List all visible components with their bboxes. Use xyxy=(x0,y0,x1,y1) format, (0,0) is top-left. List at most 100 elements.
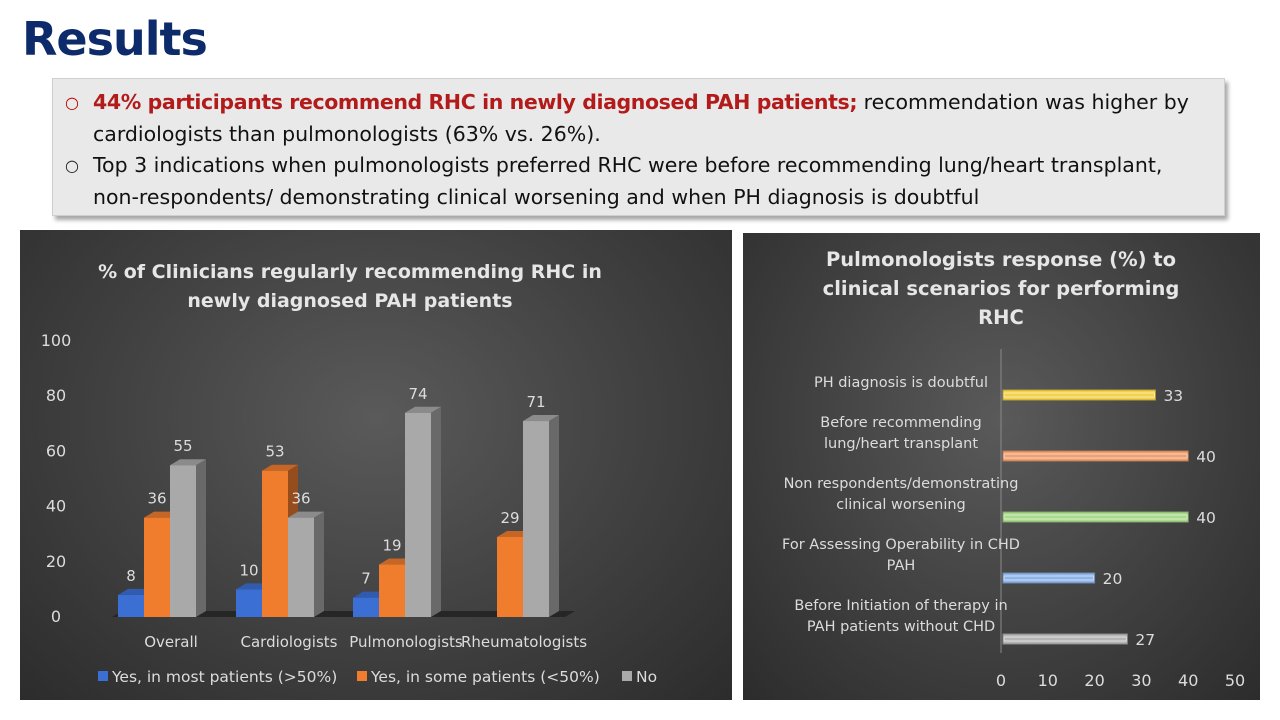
chart-title: RHC xyxy=(978,306,1024,329)
bar-top xyxy=(288,511,324,518)
x-tick-label: Pulmonologists xyxy=(349,633,463,651)
bullet-body: recommendation was higher by cardiologis… xyxy=(93,90,1189,146)
category-label: For Assessing Operability in CHD xyxy=(782,537,1020,553)
y-tick-label: 60 xyxy=(46,441,66,460)
y-tick-label: 20 xyxy=(46,552,66,571)
bar-front xyxy=(118,594,144,617)
bar-top xyxy=(405,406,441,413)
bullet-item: ○ 44% participants recommend RHC in newl… xyxy=(65,87,1210,150)
pulmonologist-hbar-chart: Pulmonologists response (%) to clinical s… xyxy=(782,248,1245,690)
data-label: 53 xyxy=(265,443,284,461)
summary-box: ○ 44% participants recommend RHC in newl… xyxy=(52,78,1225,216)
category-label: Before recommending xyxy=(820,415,981,431)
chart-title: % of Clinicians regularly recommending R… xyxy=(98,261,602,283)
data-label: 36 xyxy=(147,490,166,508)
bar-front xyxy=(170,465,196,617)
x-tick-label: Rheumatologists xyxy=(461,633,587,651)
bar xyxy=(523,415,559,617)
category-label: PH diagnosis is doubtful xyxy=(814,375,988,391)
data-label: 29 xyxy=(500,509,519,527)
bar xyxy=(288,511,324,617)
data-label: 55 xyxy=(173,437,192,455)
bar xyxy=(1002,450,1189,462)
legend-swatch xyxy=(98,671,108,681)
data-label: 27 xyxy=(1135,631,1155,649)
bar-front xyxy=(379,564,405,617)
bullet-body: Top 3 indications when pulmonologists pr… xyxy=(93,153,1163,209)
bar-front xyxy=(236,589,262,617)
x-tick-label: 20 xyxy=(1084,671,1104,690)
bar-top xyxy=(262,464,298,471)
y-tick-label: 100 xyxy=(41,331,72,350)
chart-title: clinical scenarios for performing xyxy=(823,277,1180,300)
bar-inner xyxy=(1003,575,1095,581)
bar-front xyxy=(288,517,314,617)
pulmonologist-chart-panel: Pulmonologists response (%) to clinical s… xyxy=(743,233,1260,700)
y-tick-label: 0 xyxy=(51,607,61,626)
data-label: 36 xyxy=(291,490,310,508)
legend-label: No xyxy=(636,668,657,686)
y-tick-label: 40 xyxy=(46,497,66,516)
bar-inner xyxy=(1003,636,1127,642)
bar xyxy=(1002,389,1156,401)
category-label: lung/heart transplant xyxy=(824,436,978,452)
bullet-item: ○ Top 3 indications when pulmonologists … xyxy=(65,150,1210,213)
bar-top xyxy=(170,459,206,466)
category-label: clinical worsening xyxy=(836,497,966,513)
bar-front xyxy=(144,517,170,617)
data-label: 19 xyxy=(382,537,401,555)
bar-inner xyxy=(1003,453,1188,459)
bar-front xyxy=(262,470,288,617)
category-label: Before Initiation of therapy in xyxy=(794,598,1007,614)
clinician-bar-chart: % of Clinicians regularly recommending R… xyxy=(41,261,657,686)
bullet-text: 44% participants recommend RHC in newly … xyxy=(93,87,1210,150)
bar-side xyxy=(431,406,441,617)
data-label: 74 xyxy=(408,385,427,403)
x-tick-label: 50 xyxy=(1225,671,1245,690)
category-label: PAH patients without CHD xyxy=(807,619,995,635)
category-label: PAH xyxy=(887,558,916,574)
data-label: 20 xyxy=(1103,570,1123,588)
x-tick-label: Cardiologists xyxy=(241,633,338,651)
data-label: 7 xyxy=(361,570,371,588)
bar xyxy=(1002,572,1096,584)
bar-front xyxy=(353,597,379,617)
chart-floor xyxy=(112,611,575,617)
x-tick-label: 0 xyxy=(996,671,1006,690)
bar-front xyxy=(405,412,431,617)
bar xyxy=(1002,633,1128,645)
bar-side xyxy=(549,415,559,617)
circle-outline-icon: ○ xyxy=(65,156,79,175)
bar-front xyxy=(523,421,549,617)
bar xyxy=(405,406,441,617)
x-tick-label: 10 xyxy=(1038,671,1058,690)
data-label: 40 xyxy=(1196,448,1216,466)
chart-title: Pulmonologists response (%) to xyxy=(826,248,1176,271)
bar-top xyxy=(523,415,559,422)
x-tick-label: 40 xyxy=(1178,671,1198,690)
data-label: 33 xyxy=(1163,387,1183,405)
slide-title: Results xyxy=(22,12,208,66)
data-label: 10 xyxy=(239,561,258,579)
chart-title: newly diagnosed PAH patients xyxy=(187,290,512,312)
y-tick-label: 80 xyxy=(46,386,66,405)
bar-front xyxy=(497,536,523,617)
data-label: 8 xyxy=(126,567,136,585)
bar-side xyxy=(196,459,206,617)
data-label: 40 xyxy=(1196,509,1216,527)
bar xyxy=(170,459,206,617)
legend-label: Yes, in some patients (<50%) xyxy=(370,668,600,686)
legend-swatch xyxy=(357,671,367,681)
data-label: 71 xyxy=(526,393,545,411)
x-tick-label: 30 xyxy=(1131,671,1151,690)
bullet-highlight: 44% participants recommend RHC in newly … xyxy=(93,90,858,114)
category-label: Non respondents/demonstrating xyxy=(784,476,1019,492)
legend-swatch xyxy=(622,671,632,681)
bar xyxy=(1002,511,1189,523)
bar-inner xyxy=(1003,514,1188,520)
legend-label: Yes, in most patients (>50%) xyxy=(111,668,337,686)
bar-inner xyxy=(1003,392,1155,398)
bar-side xyxy=(314,511,324,617)
clinician-chart-panel: % of Clinicians regularly recommending R… xyxy=(20,230,732,700)
x-tick-label: Overall xyxy=(144,633,198,651)
